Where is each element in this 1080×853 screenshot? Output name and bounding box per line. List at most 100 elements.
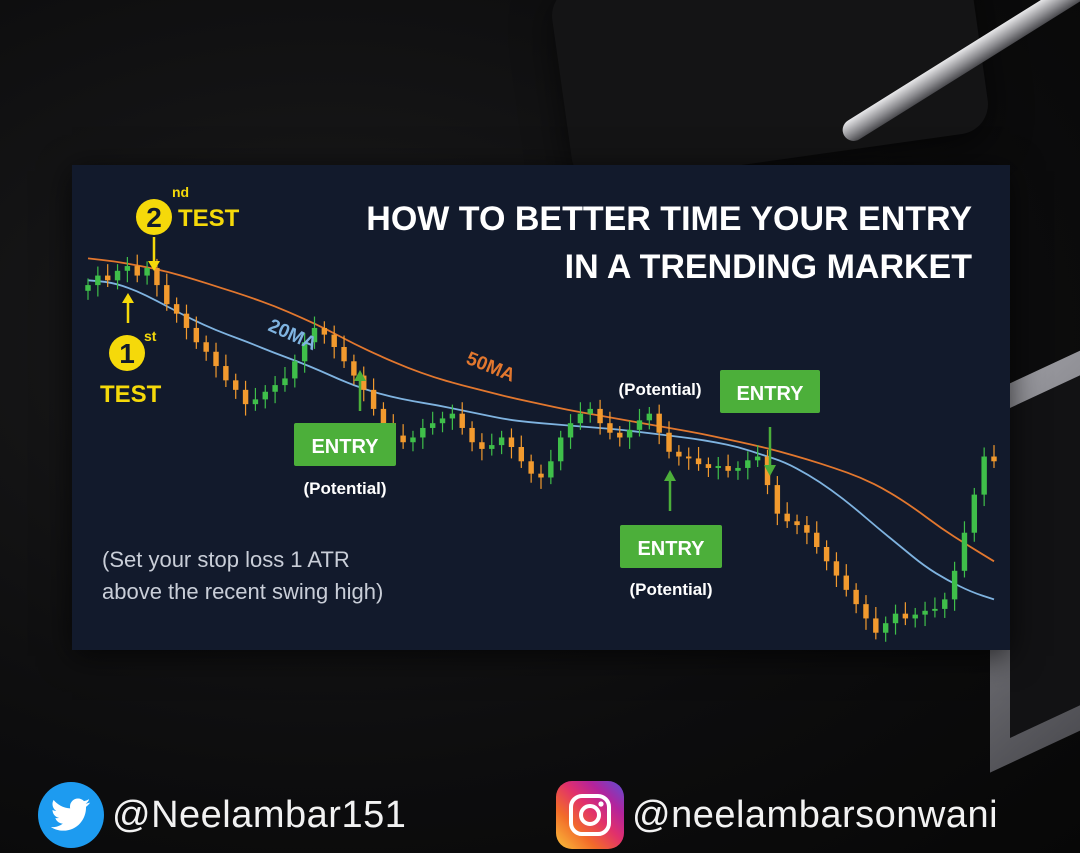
candle-body bbox=[951, 570, 958, 600]
candle-body bbox=[745, 460, 751, 468]
instagram-handle-block[interactable]: @neelambarsonwani bbox=[556, 780, 998, 850]
entry-3-box bbox=[720, 370, 820, 413]
second-test-word: TEST bbox=[178, 205, 240, 232]
entry-annotation-2: ENTRY (Potential) bbox=[620, 470, 722, 599]
candle-body bbox=[351, 361, 357, 376]
candle-body bbox=[213, 351, 219, 367]
twitter-handle-block[interactable]: @Neelambar151 bbox=[38, 780, 406, 850]
candle-body bbox=[626, 429, 633, 438]
candle-body bbox=[922, 610, 928, 615]
candle-body bbox=[104, 275, 111, 281]
candle-body bbox=[597, 408, 603, 424]
candle-body bbox=[262, 391, 268, 400]
first-test-word: TEST bbox=[100, 381, 162, 408]
second-test-badge bbox=[136, 199, 172, 235]
second-test-label: 2 nd TEST bbox=[136, 184, 240, 271]
candle-body bbox=[981, 456, 987, 495]
chart-title-line2: IN A TRENDING MARKET bbox=[565, 248, 973, 286]
candle-body bbox=[301, 342, 308, 362]
candle-body bbox=[646, 413, 653, 421]
candle-body bbox=[508, 437, 515, 447]
ma20-label: 20MA bbox=[265, 315, 320, 355]
candle-body bbox=[912, 614, 918, 619]
entry-1-arrow-head bbox=[354, 370, 366, 381]
candle-body bbox=[134, 266, 140, 276]
candle-body bbox=[193, 327, 200, 343]
candlestick-chart: HOW TO BETTER TIME YOUR ENTRY IN A TREND… bbox=[85, 184, 997, 642]
ma50-label: 50MA bbox=[463, 348, 518, 387]
candle-body bbox=[695, 458, 702, 465]
candle-body bbox=[774, 485, 781, 514]
candle-body bbox=[676, 451, 682, 457]
candle-body bbox=[233, 380, 239, 390]
entry-3-arrow-head bbox=[764, 465, 776, 476]
twitter-icon bbox=[38, 782, 104, 848]
first-test-suffix: st bbox=[144, 328, 157, 344]
candle-body bbox=[971, 494, 978, 533]
entry-3-label: ENTRY bbox=[736, 383, 804, 405]
stop-loss-note-line1: (Set your stop loss 1 ATR bbox=[102, 547, 350, 572]
candle-body bbox=[843, 575, 849, 590]
candle-body bbox=[814, 532, 820, 547]
candle-body bbox=[686, 456, 692, 459]
stop-loss-note-line2: above the recent swing high) bbox=[102, 579, 383, 604]
second-test-number: 2 bbox=[146, 202, 162, 233]
candle-body bbox=[656, 413, 662, 433]
ma20-line bbox=[87, 279, 995, 601]
candle-body bbox=[932, 608, 938, 611]
candle-body bbox=[715, 466, 721, 468]
candle-body bbox=[587, 408, 593, 414]
candle-body bbox=[833, 561, 840, 576]
candle-body bbox=[892, 613, 899, 624]
candle-body bbox=[114, 270, 121, 281]
candle-body bbox=[242, 389, 249, 405]
candle-body bbox=[311, 327, 318, 343]
instagram-icon bbox=[556, 781, 624, 849]
candle-body bbox=[794, 521, 800, 526]
candle-body bbox=[853, 589, 859, 605]
candle-body bbox=[449, 413, 456, 419]
candle-body bbox=[754, 456, 761, 461]
twitter-handle: @Neelambar151 bbox=[112, 793, 407, 836]
candle-body bbox=[538, 473, 544, 478]
candle-body bbox=[154, 267, 160, 286]
candle-body bbox=[252, 399, 259, 405]
entry-2-arrow-head bbox=[664, 470, 676, 481]
entry-1-label: ENTRY bbox=[311, 436, 379, 458]
entry-2-potential: (Potential) bbox=[629, 580, 712, 599]
candle-body bbox=[85, 285, 91, 291]
candle-body bbox=[991, 456, 997, 462]
candle-body bbox=[223, 366, 229, 381]
laptop-screen-background bbox=[1010, 352, 1080, 738]
candle-body bbox=[331, 334, 337, 347]
entry-3-potential: (Potential) bbox=[618, 380, 701, 399]
first-test-badge bbox=[109, 335, 145, 371]
candle-body bbox=[735, 467, 741, 471]
candle-body bbox=[380, 408, 387, 424]
candle-body bbox=[469, 427, 475, 443]
candle-body bbox=[361, 375, 367, 390]
candle-body bbox=[410, 437, 416, 443]
first-test-label: 1 st TEST bbox=[100, 293, 162, 408]
candle-body bbox=[548, 461, 554, 478]
candle-body bbox=[725, 466, 731, 471]
candle-body bbox=[203, 342, 209, 352]
candle-body bbox=[636, 420, 643, 430]
candle-body bbox=[292, 361, 298, 379]
candle-body bbox=[498, 437, 505, 446]
candle-body bbox=[666, 432, 672, 452]
candle-body bbox=[459, 413, 465, 428]
candle-body bbox=[942, 599, 948, 609]
candle-body bbox=[341, 347, 347, 362]
candle-body bbox=[557, 437, 564, 462]
candle-body bbox=[617, 432, 623, 438]
candle-body bbox=[124, 266, 131, 271]
entry-2-box bbox=[620, 525, 722, 568]
candle-body bbox=[882, 623, 889, 633]
candle-body bbox=[173, 304, 180, 314]
first-test-arrow-head bbox=[122, 293, 134, 303]
candle-body bbox=[370, 389, 377, 409]
candle-body bbox=[784, 513, 790, 522]
candle-body bbox=[489, 445, 495, 449]
candle-body bbox=[873, 618, 879, 633]
